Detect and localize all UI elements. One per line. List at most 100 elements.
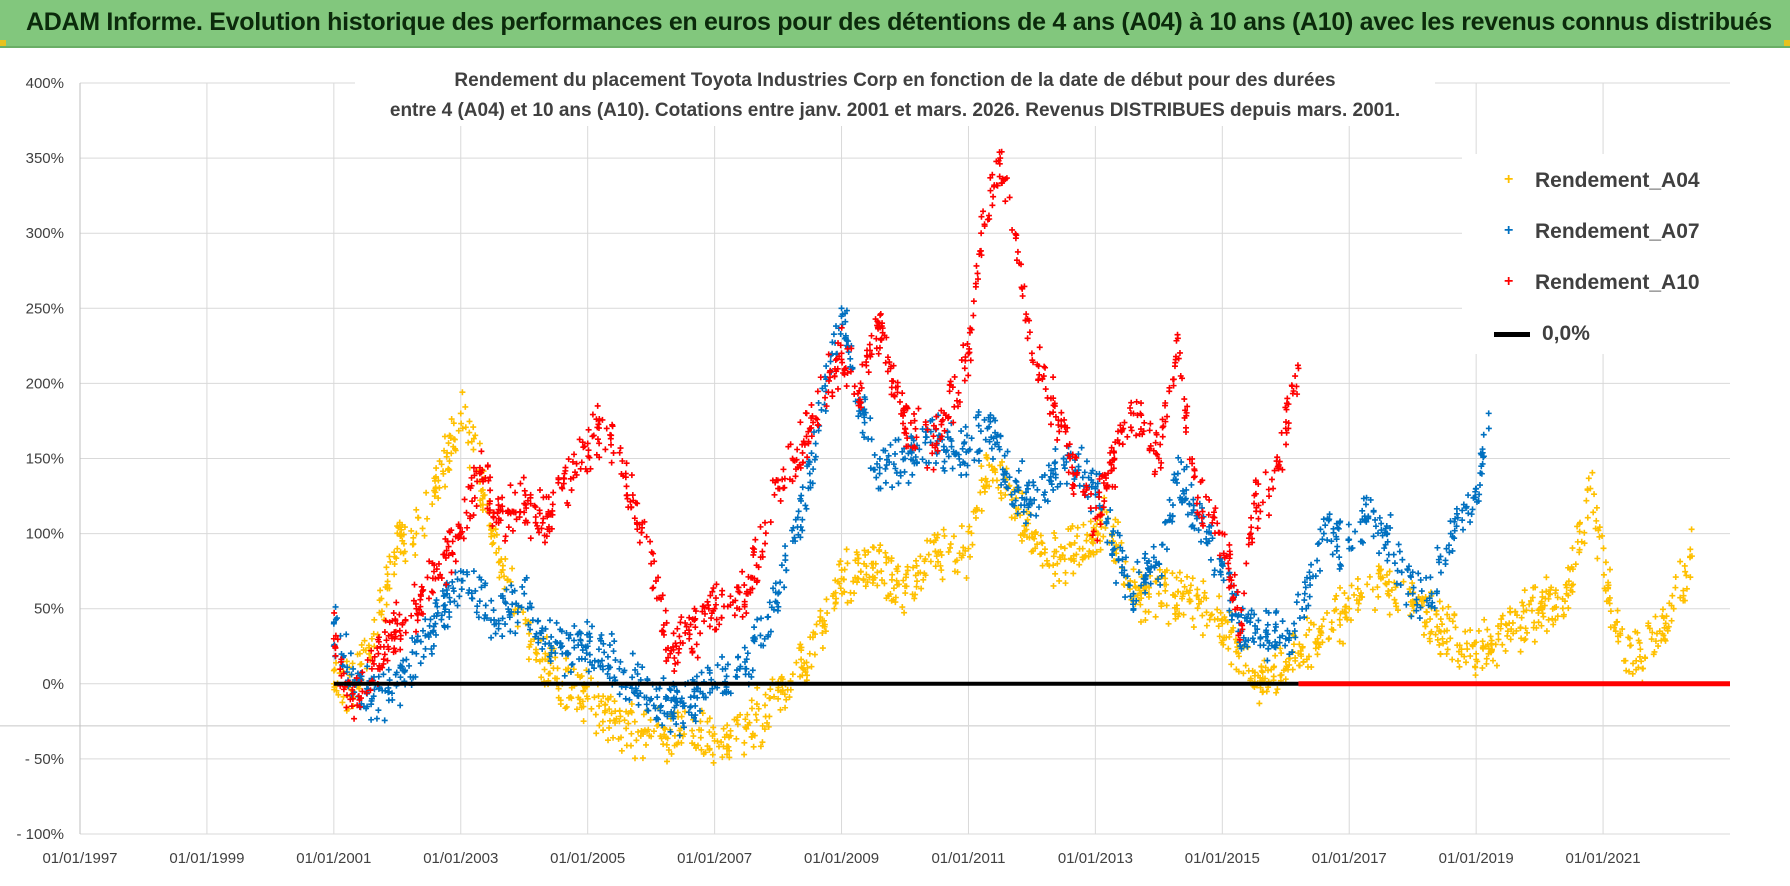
rendement-a04-point [1658, 637, 1665, 644]
rendement-a04-point [855, 560, 862, 567]
rendement-a10-point [1058, 409, 1065, 416]
rendement-a04-point [1576, 549, 1583, 556]
rendement-a07-point [1138, 582, 1145, 589]
rendement-a04-point [1463, 659, 1469, 666]
rendement-a10-point [822, 394, 829, 401]
x-tick-label: 01/01/2007 [677, 850, 752, 867]
rendement-a07-point [719, 690, 726, 697]
rendement-a10-point [466, 515, 473, 522]
rendement-a10-point [1096, 489, 1103, 496]
rendement-a07-point [621, 667, 628, 674]
rendement-a07-point [876, 455, 883, 462]
rendement-a04-point [887, 591, 894, 598]
rendement-a04-point [1683, 585, 1690, 592]
rendement-a10-point [1205, 511, 1212, 518]
rendement-a10-point [1164, 413, 1171, 420]
rendement-a10-point [376, 666, 383, 673]
rendement-a04-point [1451, 611, 1458, 618]
rendement-a07-point [503, 586, 510, 593]
rendement-a07-point [1044, 498, 1051, 505]
rendement-a10-point [1152, 439, 1159, 446]
rendement-a07-point [332, 603, 339, 610]
rendement-a10-point [358, 695, 365, 702]
rendement-a04-point [755, 705, 762, 712]
rendement-a04-point [1076, 545, 1083, 552]
rendement-a10-point [1243, 560, 1250, 567]
rendement-a10-point [1282, 404, 1289, 411]
rendement-a04-point [330, 667, 337, 674]
rendement-a04-point [1439, 605, 1446, 612]
rendement-a10-point [1155, 455, 1162, 462]
rendement-a10-point [995, 157, 1002, 164]
rendement-a07-point [923, 459, 930, 466]
rendement-a07-point [811, 456, 818, 463]
rendement-a10-point [504, 507, 511, 514]
rendement-a10-point [805, 428, 812, 435]
rendement-a10-point [502, 533, 509, 540]
rendement-a10-point [413, 628, 420, 635]
rendement-a10-point [716, 621, 723, 628]
rendement-a10-point [1162, 418, 1169, 425]
rendement-a04-point [1583, 497, 1590, 504]
rendement-a10-point [393, 599, 400, 606]
rendement-a07-point [1485, 410, 1492, 417]
rendement-a04-point [801, 660, 808, 667]
rendement-a10-point [1012, 235, 1019, 242]
rendement-a10-point [1248, 514, 1255, 521]
rendement-a10-point [1194, 494, 1201, 501]
rendement-a04-point [1158, 600, 1165, 607]
rendement-a07-point [1330, 529, 1337, 536]
rendement-a04-point [902, 590, 909, 597]
rendement-a07-point [589, 623, 596, 630]
rendement-a04-point [1377, 566, 1384, 573]
rendement-a04-point [1645, 620, 1652, 627]
rendement-a04-point [1454, 642, 1461, 649]
rendement-a07-point [1378, 520, 1385, 527]
rendement-a07-point [1206, 538, 1213, 545]
rendement-a04-point [625, 720, 632, 727]
rendement-a07-point [584, 618, 591, 625]
rendement-a07-point [685, 709, 692, 716]
rendement-a07-point [1190, 496, 1197, 503]
rendement-a10-point [950, 419, 957, 426]
rendement-a04-point [1584, 514, 1591, 521]
rendement-a04-point [1377, 573, 1384, 580]
rendement-a10-point [617, 445, 624, 452]
rendement-a07-point [1075, 463, 1082, 470]
rendement-a10-point [549, 501, 556, 508]
rendement-a10-point [674, 659, 681, 666]
rendement-a10-point [665, 645, 672, 652]
rendement-a04-point [541, 666, 548, 673]
rendement-a04-point [647, 716, 654, 723]
rendement-a10-point [1254, 525, 1261, 532]
rendement-a10-point [802, 409, 809, 416]
rendement-a07-point [330, 619, 337, 626]
rendement-a07-point [1407, 572, 1414, 579]
rendement-a07-point [570, 637, 577, 644]
rendement-a10-point [749, 545, 756, 552]
rendement-a04-point [700, 750, 707, 757]
x-tick-label: 01/01/2017 [1312, 850, 1387, 867]
rendement-a04-point [941, 532, 948, 539]
rendement-a04-point [1364, 581, 1371, 588]
rendement-a10-point [965, 372, 972, 379]
rendement-a10-point [901, 429, 908, 436]
rendement-a04-point [1086, 548, 1093, 555]
rendement-a04-point [813, 621, 820, 628]
rendement-a10-point [1226, 541, 1233, 548]
rendement-a07-point [475, 614, 482, 621]
rendement-a07-point [439, 588, 446, 595]
rendement-a04-point [1437, 651, 1444, 658]
y-tick-label: 50% [34, 601, 64, 618]
rendement-a10-point [803, 433, 810, 440]
rendement-a10-point [536, 529, 543, 536]
rendement-a04-point [646, 732, 653, 739]
rendement-a04-point [592, 711, 599, 718]
rendement-a07-point [1264, 621, 1271, 628]
rendement-a04-point [1356, 592, 1363, 599]
rendement-a04-point [1215, 623, 1222, 630]
rendement-a07-point [1317, 567, 1323, 574]
rendement-a07-point [766, 599, 773, 606]
rendement-a10-point [1110, 465, 1117, 472]
rendement-a07-point [1405, 590, 1412, 597]
